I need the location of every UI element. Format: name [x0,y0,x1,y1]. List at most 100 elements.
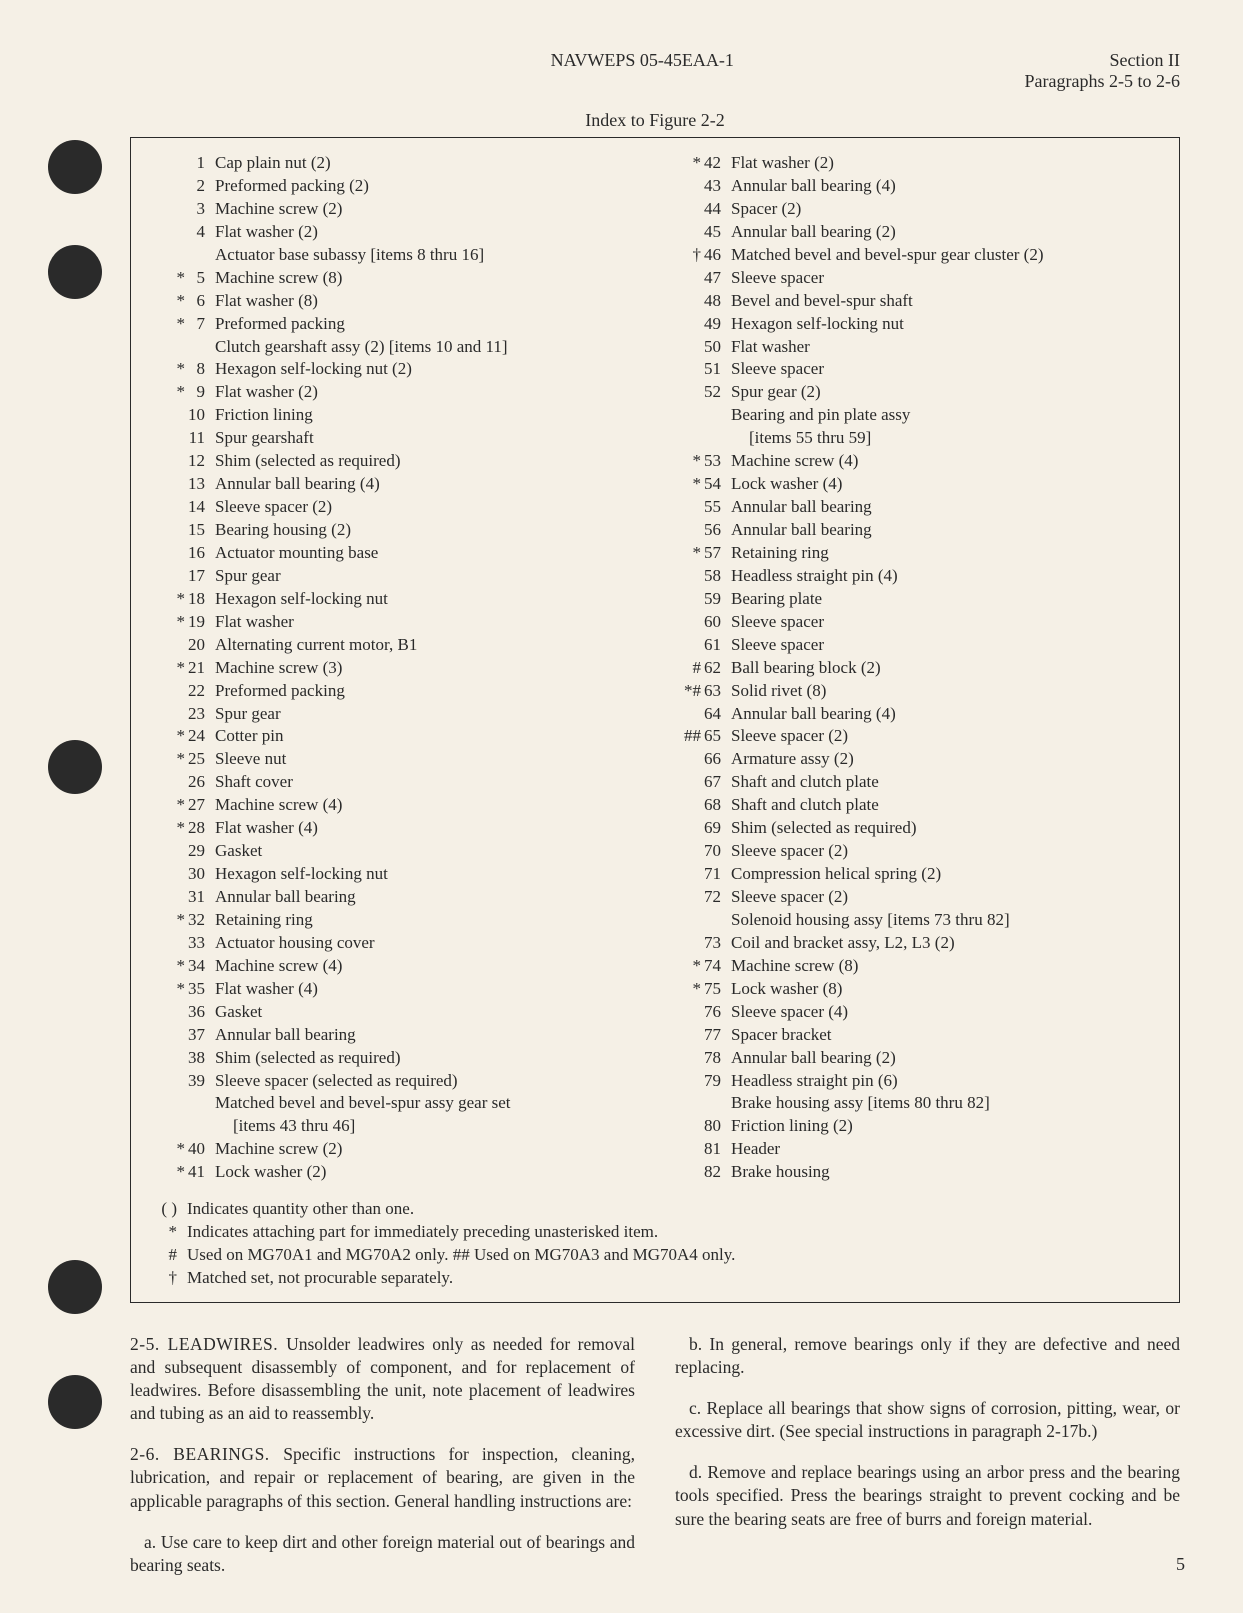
paragraph: a. Use care to keep dirt and other forei… [130,1531,635,1577]
index-mark [153,863,187,886]
index-text: Alternating current motor, B1 [215,634,641,657]
index-num: 2 [187,175,215,198]
index-text: Preformed packing [215,680,641,703]
index-num: 38 [187,1047,215,1070]
index-text: Matched bevel and bevel-spur assy gear s… [215,1092,641,1115]
index-text: Annular ball bearing (4) [731,175,1157,198]
index-text: Solid rivet (8) [731,680,1157,703]
index-mark [153,886,187,909]
index-text: Flat washer (2) [215,221,641,244]
index-num: 26 [187,771,215,794]
index-row: 48Bevel and bevel-spur shaft [669,290,1157,313]
index-text: Sleeve spacer (selected as required) [215,1070,641,1093]
index-num: 66 [703,748,731,771]
index-mark [153,244,187,267]
index-num: 29 [187,840,215,863]
index-mark [153,1070,187,1093]
index-text: Preformed packing (2) [215,175,641,198]
index-mark [669,863,703,886]
index-row: *53Machine screw (4) [669,450,1157,473]
index-text: Annular ball bearing (2) [731,221,1157,244]
index-num: 51 [703,358,731,381]
index-num: 32 [187,909,215,932]
index-mark: * [153,1138,187,1161]
index-mark [669,1161,703,1184]
index-text: Spacer bracket [731,1024,1157,1047]
index-mark [153,680,187,703]
index-num: 73 [703,932,731,955]
legend-text: Indicates attaching part for immediately… [187,1221,1157,1244]
index-row: 81Header [669,1138,1157,1161]
index-num: 8 [187,358,215,381]
index-mark: * [153,725,187,748]
index-mark [153,152,187,175]
para-text: a. Use care to keep dirt and other forei… [130,1532,635,1575]
paragraph: 2-5. LEADWIRES. Unsolder leadwires only … [130,1333,635,1425]
index-text: Flat washer (8) [215,290,641,313]
index-row: 58Headless straight pin (4) [669,565,1157,588]
punch-hole [48,1375,102,1429]
legend-mark: † [153,1267,187,1290]
index-num: 67 [703,771,731,794]
index-row: 45Annular ball bearing (2) [669,221,1157,244]
index-num: 34 [187,955,215,978]
index-text: Flat washer [731,336,1157,359]
index-num: 50 [703,336,731,359]
legend-row: ( )Indicates quantity other than one. [153,1198,1157,1221]
index-row: *18Hexagon self-locking nut [153,588,641,611]
index-mark [669,909,703,932]
body-col-right: b. In general, remove bearings only if t… [675,1333,1180,1595]
legend-mark: ( ) [153,1198,187,1221]
index-mark: † [669,244,703,267]
index-num: 42 [703,152,731,175]
index-mark [153,771,187,794]
index-row: †46Matched bevel and bevel-spur gear clu… [669,244,1157,267]
index-text: Flat washer (2) [731,152,1157,175]
index-num: 7 [187,313,215,336]
index-mark [669,611,703,634]
body-text: 2-5. LEADWIRES. Unsolder leadwires only … [130,1333,1180,1595]
index-mark: * [669,542,703,565]
index-text: Sleeve spacer (2) [731,886,1157,909]
index-num: 1 [187,152,215,175]
index-row: *42Flat washer (2) [669,152,1157,175]
index-text: Armature assy (2) [731,748,1157,771]
index-text: Hexagon self-locking nut [215,588,641,611]
index-mark [669,886,703,909]
index-mark: * [153,588,187,611]
index-row: 17Spur gear [153,565,641,588]
index-text: [items 43 thru 46] [215,1115,641,1138]
index-text: Machine screw (4) [215,794,641,817]
index-num: 21 [187,657,215,680]
legend-text: Indicates quantity other than one. [187,1198,1157,1221]
index-num: 60 [703,611,731,634]
index-mark [153,473,187,496]
index-mark [669,1115,703,1138]
index-mark [153,221,187,244]
index-row: *41Lock washer (2) [153,1161,641,1184]
index-mark [669,1024,703,1047]
index-row: 55Annular ball bearing [669,496,1157,519]
index-row: *25Sleeve nut [153,748,641,771]
index-columns: 1Cap plain nut (2)2Preformed packing (2)… [153,152,1157,1184]
index-num [703,909,731,932]
index-text: Cap plain nut (2) [215,152,641,175]
index-row: 64Annular ball bearing (4) [669,703,1157,726]
para-text: c. Replace all bearings that show signs … [675,1398,1180,1441]
index-row: *40Machine screw (2) [153,1138,641,1161]
index-row: ##65Sleeve spacer (2) [669,725,1157,748]
index-box: 1Cap plain nut (2)2Preformed packing (2)… [130,137,1180,1303]
index-mark [153,1001,187,1024]
index-row: Actuator base subassy [items 8 thru 16] [153,244,641,267]
index-num: 28 [187,817,215,840]
index-text: Clutch gearshaft assy (2) [items 10 and … [215,336,641,359]
index-mark [669,496,703,519]
index-mark [153,198,187,221]
index-num [187,336,215,359]
index-text: Shim (selected as required) [731,817,1157,840]
index-num: 64 [703,703,731,726]
index-mark: * [669,978,703,1001]
index-row: 59Bearing plate [669,588,1157,611]
index-text: Sleeve spacer (2) [731,840,1157,863]
index-text: Spur gear [215,565,641,588]
